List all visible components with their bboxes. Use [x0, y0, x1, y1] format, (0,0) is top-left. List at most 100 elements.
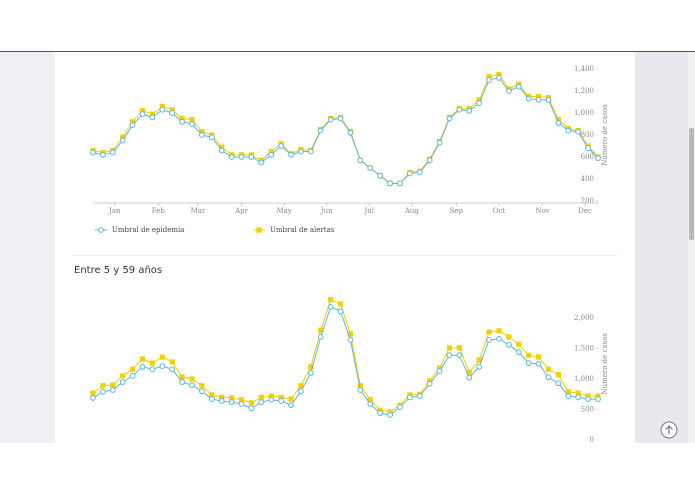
epidemic-marker	[317, 334, 324, 340]
epidemic-marker	[406, 394, 413, 401]
alert-marker	[229, 395, 235, 401]
legend-label: Umbral de alertas	[270, 226, 335, 234]
epidemic-marker	[515, 349, 522, 356]
alert-marker	[268, 148, 274, 155]
x-tick-label: Feb	[152, 207, 166, 215]
alert-marker	[526, 352, 532, 358]
alert-marker	[100, 383, 106, 389]
epidemic-marker	[555, 380, 562, 387]
y-tick-label: 600	[581, 153, 594, 161]
alert-marker	[476, 97, 482, 103]
epidemic-marker	[535, 96, 542, 103]
epidemic-marker	[486, 337, 492, 343]
alert-marker	[585, 393, 591, 399]
y-tick-label: 200	[581, 197, 594, 205]
top-bar	[0, 0, 695, 51]
epidemic-marker	[456, 352, 463, 359]
epidemic-marker	[476, 363, 483, 370]
epidemic-marker	[90, 395, 96, 401]
alert-marker	[159, 354, 165, 360]
alert-marker	[328, 297, 334, 303]
alert-marker	[506, 334, 512, 340]
epidemic-marker	[238, 154, 245, 160]
alert-marker	[179, 115, 185, 122]
alert-marker	[347, 331, 354, 337]
alert-marker	[288, 396, 294, 402]
epidemic-marker	[248, 154, 255, 160]
scroll-top-button[interactable]	[660, 421, 678, 439]
epidemic-marker	[139, 111, 146, 117]
alert-marker	[387, 409, 393, 415]
epidemic-marker	[466, 374, 473, 381]
epidemic-marker	[317, 127, 324, 134]
x-tick-label: Nov	[535, 207, 549, 215]
y-tick-label: 0	[590, 436, 594, 444]
alert-marker	[486, 74, 492, 80]
alert-marker	[268, 393, 274, 399]
epidemic-marker	[397, 404, 403, 410]
alert-marker	[159, 103, 165, 109]
alert-marker	[357, 383, 363, 389]
epidemic-marker	[119, 137, 126, 144]
epidemic-marker	[109, 149, 116, 156]
alert-marker	[199, 129, 205, 135]
epidemic-marker	[476, 100, 483, 106]
y-tick-label: 1,500	[574, 345, 594, 353]
y-tick-label: 1,000	[574, 375, 594, 383]
epidemic-marker	[149, 366, 156, 373]
epidemic-marker	[199, 388, 205, 395]
epidemic-marker	[446, 352, 453, 359]
series-line	[92, 77, 599, 184]
alert-marker	[486, 329, 492, 335]
epidemic-marker	[446, 115, 453, 122]
epidemic-marker	[149, 114, 156, 121]
epidemic-marker	[595, 155, 601, 162]
epidemic-marker	[307, 148, 314, 155]
y-tick-label: 1,000	[574, 109, 594, 117]
alert-marker	[555, 117, 561, 123]
alert-marker	[189, 376, 195, 382]
epidemic-marker	[179, 118, 186, 125]
epidemic-marker	[357, 387, 364, 393]
scrollbar-thumb[interactable]	[689, 128, 694, 240]
x-tick-label: Apr	[234, 207, 249, 215]
epidemic-marker	[298, 148, 304, 155]
x-tick-label: Oct	[493, 207, 506, 215]
y-tick-label: 2,000	[574, 314, 594, 322]
epidemic-marker	[486, 77, 492, 83]
epidemic-marker	[100, 151, 106, 158]
alert-marker	[446, 345, 453, 351]
epidemic-marker	[387, 180, 393, 187]
epidemic-marker	[159, 106, 166, 113]
alert-marker	[258, 394, 264, 400]
alert-marker	[436, 365, 443, 371]
epidemic-marker	[436, 368, 443, 374]
epidemic-marker	[169, 366, 176, 373]
epidemic-marker	[268, 151, 275, 158]
x-tick-label: Aug	[404, 207, 420, 215]
epidemic-marker	[288, 151, 294, 158]
epidemic-marker	[258, 159, 265, 166]
alert-marker	[575, 390, 581, 396]
epidemic-marker	[327, 116, 334, 123]
x-tick-label: Mar	[191, 207, 206, 215]
alert-marker	[367, 397, 373, 403]
epidemic-marker	[466, 107, 473, 114]
x-tick-label: Jan	[108, 207, 121, 215]
epidemic-marker	[585, 396, 591, 403]
epidemic-marker	[159, 363, 166, 370]
epidemic-marker	[436, 139, 443, 146]
alert-marker	[496, 328, 502, 334]
alert-marker	[535, 93, 542, 100]
epidemic-marker	[288, 402, 294, 409]
alert-marker	[337, 301, 344, 307]
epidemic-marker	[208, 134, 215, 141]
epidemic-marker	[367, 401, 374, 407]
y-tick-label: 400	[581, 175, 594, 183]
epidemic-marker	[515, 83, 522, 90]
alert-marker	[130, 119, 136, 125]
side-panel	[635, 52, 688, 443]
epidemic-marker	[535, 360, 542, 367]
